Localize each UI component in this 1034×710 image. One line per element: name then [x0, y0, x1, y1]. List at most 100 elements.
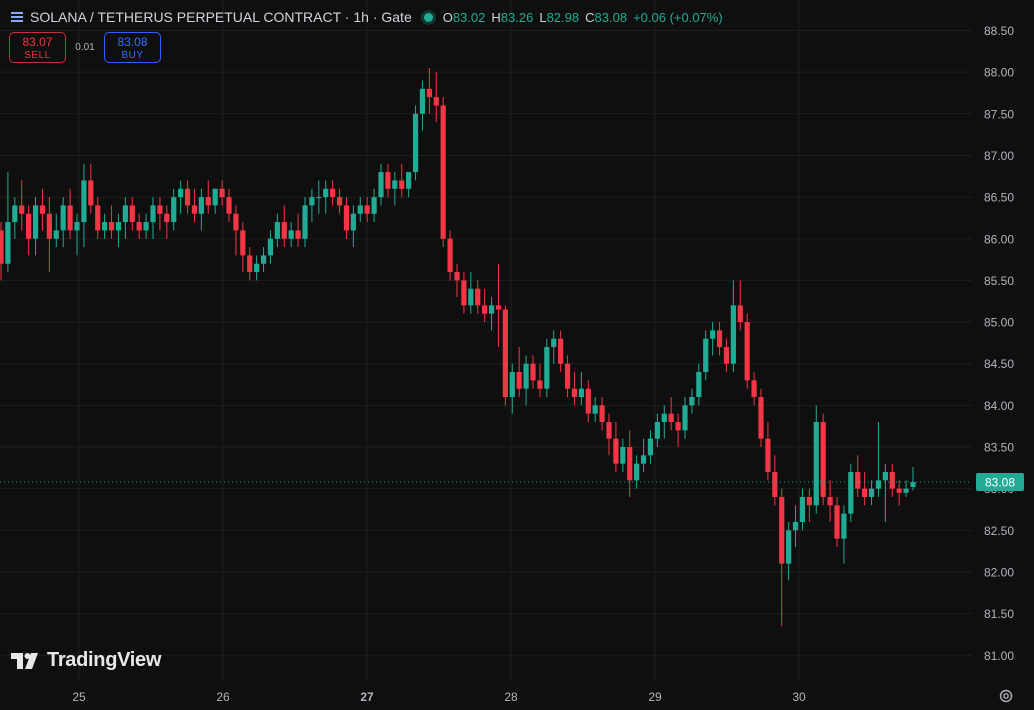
candle-body [136, 222, 142, 231]
candle-body [129, 205, 135, 223]
candle [74, 213, 80, 256]
time-axis[interactable]: 25 26 27 28 29 30 [72, 690, 806, 704]
buy-price: 83.08 [117, 35, 148, 49]
candle [267, 230, 274, 264]
candle [129, 197, 135, 231]
trade-panel: 83.07 SELL 0.01 83.08 BUY [9, 32, 161, 63]
candle [191, 188, 198, 223]
candle-body [509, 372, 515, 398]
candle [164, 205, 170, 239]
candle-body [689, 397, 695, 406]
candle [668, 397, 674, 431]
candle-body [233, 213, 239, 231]
candle-body [551, 338, 557, 348]
candle [482, 288, 488, 323]
candle [882, 463, 888, 522]
candle [454, 263, 460, 298]
candle [475, 280, 481, 314]
candle-body [654, 422, 660, 439]
candle-body [571, 388, 578, 398]
candle-body [143, 222, 149, 231]
candle [102, 213, 108, 239]
candle-body [371, 197, 377, 214]
candle-body [267, 238, 274, 256]
candle [219, 180, 225, 206]
candle-body [95, 205, 101, 231]
candle-body [896, 488, 902, 493]
candle [613, 422, 619, 472]
candle [620, 438, 626, 472]
candle [19, 180, 25, 231]
candle-body [502, 309, 508, 398]
candle-body [157, 205, 163, 214]
ohlc-high-value: 83.26 [500, 9, 534, 25]
candle-body [343, 205, 350, 231]
candle-body [364, 205, 370, 214]
ohlc-low-label: L [539, 9, 547, 25]
chart-type-icon[interactable] [10, 11, 24, 23]
candle [371, 188, 377, 223]
candle [495, 263, 502, 348]
candle [868, 480, 875, 506]
candle-body [219, 188, 225, 198]
buy-button[interactable]: 83.08 BUY [104, 32, 161, 63]
candle [710, 322, 716, 356]
settings-icon[interactable] [998, 688, 1014, 704]
price-tick-label: 81.50 [984, 607, 1014, 621]
candle [12, 197, 18, 239]
price-tick-label: 87.50 [984, 107, 1014, 121]
candle-body [634, 463, 640, 481]
candle-body [412, 113, 419, 173]
candle-body [875, 480, 882, 489]
candle [468, 272, 474, 314]
sell-button[interactable]: 83.07 SELL [9, 32, 66, 63]
chart-header: SOLANA / TETHERUS PERPETUAL CONTRACT · 1… [10, 7, 723, 27]
symbol-title[interactable]: SOLANA / TETHERUS PERPETUAL CONTRACT · 1… [30, 9, 412, 25]
candle [198, 188, 204, 231]
candle [910, 466, 916, 491]
candle-body [841, 513, 847, 539]
tradingview-logo[interactable]: TradingView [11, 649, 161, 672]
candle [564, 355, 571, 398]
candle-body [81, 180, 87, 223]
candle-body [482, 305, 488, 314]
candle-body [399, 180, 405, 189]
candle [509, 363, 515, 414]
candle-body [799, 496, 806, 522]
candle-body [12, 205, 18, 223]
candle [447, 230, 453, 281]
candle-body [882, 471, 888, 481]
candle-body [903, 488, 909, 493]
candle [578, 372, 584, 406]
candle [654, 413, 660, 447]
candle [502, 305, 508, 406]
candle [855, 455, 861, 497]
candle-body [88, 180, 94, 206]
candle [820, 413, 826, 506]
candle-body [606, 422, 612, 439]
candle [703, 330, 709, 381]
price-axis[interactable]: 88.50 88.00 87.50 87.00 86.50 86.00 85.50 85.00… [972, 0, 1034, 710]
candle-body [46, 213, 52, 239]
candle-body [592, 405, 598, 414]
candle [488, 297, 495, 331]
candle-body [5, 222, 11, 264]
ohlc-open-value: 83.02 [452, 9, 486, 25]
market-status-icon [423, 12, 433, 22]
candle [343, 197, 350, 239]
time-tick-label: 27 [360, 690, 374, 704]
candle [696, 363, 702, 406]
candle-body [260, 255, 267, 264]
candle [758, 388, 764, 447]
candle [184, 180, 191, 214]
candle-body [758, 397, 764, 439]
candle-body [378, 172, 384, 198]
price-tick-label: 86.00 [984, 232, 1014, 246]
candle [150, 197, 156, 239]
candle [254, 255, 260, 281]
candle [5, 172, 11, 273]
candle-body [585, 388, 591, 414]
candle [516, 347, 522, 398]
candle-body [806, 496, 812, 506]
